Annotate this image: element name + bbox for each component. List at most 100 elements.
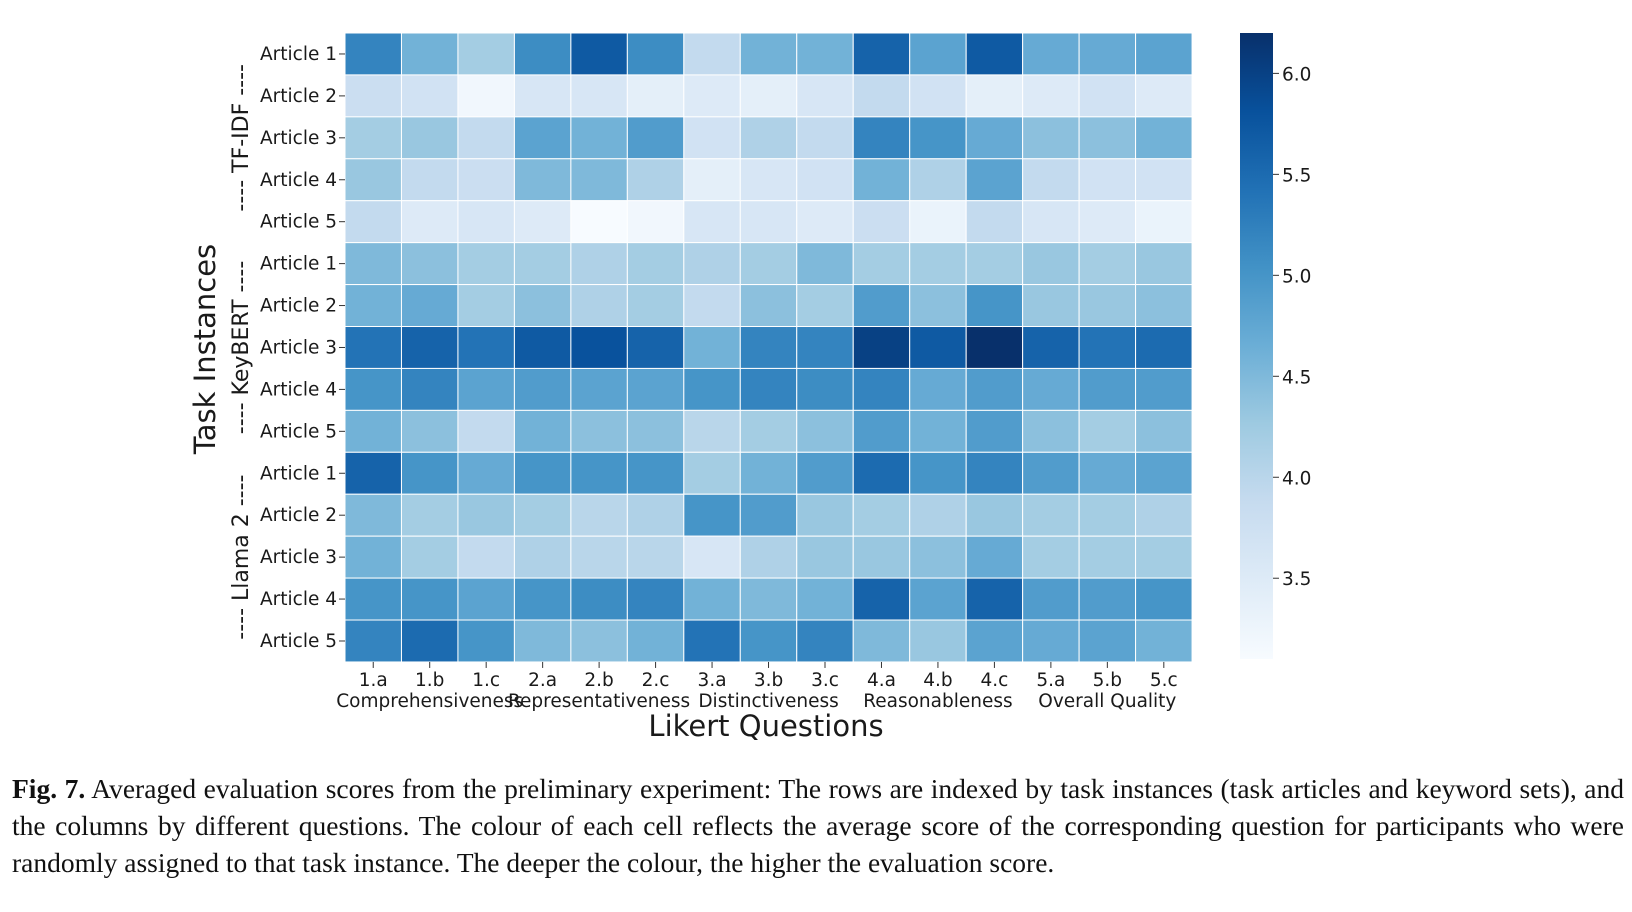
heatmap-cell [570, 284, 628, 328]
colorbar-tick-label: 3.5 [1282, 569, 1311, 590]
heatmap-cell [344, 284, 402, 328]
heatmap-cell [457, 32, 515, 76]
heatmap-cell [570, 577, 628, 621]
heatmap-cell [570, 158, 628, 202]
heatmap-cell [965, 577, 1024, 621]
row-label: Article 4 [260, 379, 337, 400]
row-label: Article 2 [260, 505, 337, 526]
heatmap-cell [909, 200, 967, 244]
colorbar-tick-label: 5.5 [1282, 165, 1311, 186]
heatmap-cell [1078, 74, 1137, 118]
heatmap-cell [626, 158, 685, 202]
heatmap-cell [513, 577, 572, 621]
heatmap-cell [513, 284, 572, 328]
column-label: 1.b [415, 670, 444, 691]
heatmap-cell [513, 74, 572, 118]
heatmap-cell [683, 493, 741, 537]
row-group-label: ---- KeyBERT ---- [229, 261, 254, 435]
colorbar-gradient [1240, 33, 1273, 659]
heatmap-cell [909, 116, 967, 160]
heatmap-cell [1022, 158, 1080, 202]
column-group-label: Overall Quality [1038, 691, 1176, 712]
heatmap-cell [570, 493, 628, 537]
heatmap-cell [513, 32, 572, 76]
heatmap-cell [852, 242, 911, 286]
heatmap-cell [344, 32, 402, 76]
heatmap-cell [796, 284, 854, 328]
heatmap-cell [739, 451, 798, 495]
heatmap-cell [457, 577, 515, 621]
heatmap-cells [344, 32, 1193, 663]
heatmap-cell [626, 116, 685, 160]
heatmap-cell [909, 367, 967, 411]
heatmap-cell [683, 535, 741, 579]
heatmap-cell [965, 535, 1024, 579]
heatmap-cell [739, 158, 798, 202]
heatmap-cell [1135, 619, 1193, 663]
row-label: Article 5 [260, 212, 337, 233]
heatmap-cell [513, 367, 572, 411]
heatmap-cell [400, 493, 459, 537]
heatmap-cell [570, 367, 628, 411]
heatmap-cell [909, 74, 967, 118]
heatmap-cell [796, 577, 854, 621]
heatmap-cell [1022, 409, 1080, 453]
heatmap-cell [852, 32, 911, 76]
column-label: 4.b [923, 670, 952, 691]
row-labels: Article 1 Article 2 Article 3 Article 4 Arti… [260, 44, 345, 652]
row-group-label: ---- Llama 2 ---- [229, 475, 254, 640]
heatmap-cell [626, 409, 685, 453]
heatmap-cell [626, 619, 685, 663]
heatmap-cell [739, 74, 798, 118]
heatmap-cell [570, 409, 628, 453]
row-group-label: ---- TF-IDF ---- [229, 64, 254, 212]
heatmap-cell [852, 577, 911, 621]
row-label: Article 4 [260, 589, 337, 610]
heatmap-cell [852, 284, 911, 328]
heatmap-cell [400, 242, 459, 286]
heatmap-cell [513, 158, 572, 202]
heatmap-cell [513, 326, 572, 369]
heatmap-cell [909, 619, 967, 663]
column-label: 1.a [359, 670, 388, 691]
row-label: Article 4 [260, 170, 337, 191]
heatmap-cell [626, 200, 685, 244]
heatmap-cell [570, 619, 628, 663]
heatmap-cell [344, 451, 402, 495]
heatmap-cell [965, 284, 1024, 328]
heatmap-cell [965, 74, 1024, 118]
heatmap-cell [570, 32, 628, 76]
row-label: Article 3 [260, 128, 337, 149]
heatmap-cell [1078, 409, 1137, 453]
heatmap-cell [683, 284, 741, 328]
heatmap-cell [400, 200, 459, 244]
heatmap-cell [400, 32, 459, 76]
heatmap-cell [626, 451, 685, 495]
column-label: 2.b [584, 670, 613, 691]
heatmap-cell [626, 493, 685, 537]
heatmap-cell [796, 493, 854, 537]
heatmap-cell [400, 619, 459, 663]
heatmap-cell [344, 242, 402, 286]
heatmap-cell [909, 451, 967, 495]
heatmap-cell [852, 409, 911, 453]
heatmap-cell [1022, 74, 1080, 118]
heatmap-cell [626, 535, 685, 579]
heatmap-cell [344, 158, 402, 202]
heatmap-cell [570, 451, 628, 495]
heatmap-cell [796, 451, 854, 495]
heatmap-cell [965, 409, 1024, 453]
heatmap-cell [400, 535, 459, 579]
heatmap-cell [513, 451, 572, 495]
heatmap-cell [1135, 74, 1193, 118]
row-label: Article 1 [260, 254, 337, 275]
heatmap-cell [965, 32, 1024, 76]
column-group-label: Distinctiveness [698, 691, 838, 712]
heatmap-cell [1022, 577, 1080, 621]
heatmap-cell [739, 535, 798, 579]
heatmap-cell [1135, 32, 1193, 76]
column-label: 2.c [642, 670, 670, 691]
heatmap-cell [457, 535, 515, 579]
heatmap-cell [796, 619, 854, 663]
